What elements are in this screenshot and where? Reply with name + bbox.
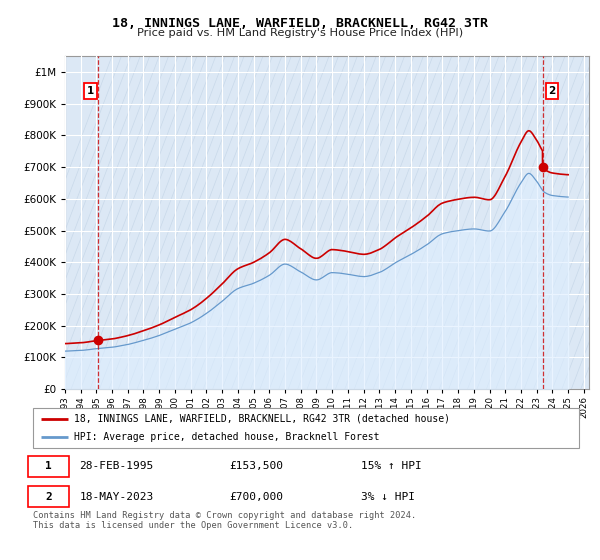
Text: 18-MAY-2023: 18-MAY-2023 (79, 492, 154, 502)
Text: Contains HM Land Registry data © Crown copyright and database right 2024.
This d: Contains HM Land Registry data © Crown c… (33, 511, 416, 530)
Text: 18, INNINGS LANE, WARFIELD, BRACKNELL, RG42 3TR: 18, INNINGS LANE, WARFIELD, BRACKNELL, R… (112, 17, 488, 30)
Text: 28-FEB-1995: 28-FEB-1995 (79, 461, 154, 472)
Text: 2: 2 (45, 492, 52, 502)
Text: 1: 1 (45, 461, 52, 472)
FancyBboxPatch shape (28, 456, 69, 477)
Text: 3% ↓ HPI: 3% ↓ HPI (361, 492, 415, 502)
Text: £700,000: £700,000 (230, 492, 284, 502)
Text: HPI: Average price, detached house, Bracknell Forest: HPI: Average price, detached house, Brac… (74, 432, 379, 442)
Text: 1: 1 (86, 86, 94, 96)
Text: 15% ↑ HPI: 15% ↑ HPI (361, 461, 421, 472)
Text: Price paid vs. HM Land Registry's House Price Index (HPI): Price paid vs. HM Land Registry's House … (137, 28, 463, 38)
Text: 18, INNINGS LANE, WARFIELD, BRACKNELL, RG42 3TR (detached house): 18, INNINGS LANE, WARFIELD, BRACKNELL, R… (74, 414, 450, 423)
Text: £153,500: £153,500 (230, 461, 284, 472)
FancyBboxPatch shape (28, 486, 69, 507)
Text: 2: 2 (548, 86, 556, 96)
FancyBboxPatch shape (33, 408, 579, 448)
